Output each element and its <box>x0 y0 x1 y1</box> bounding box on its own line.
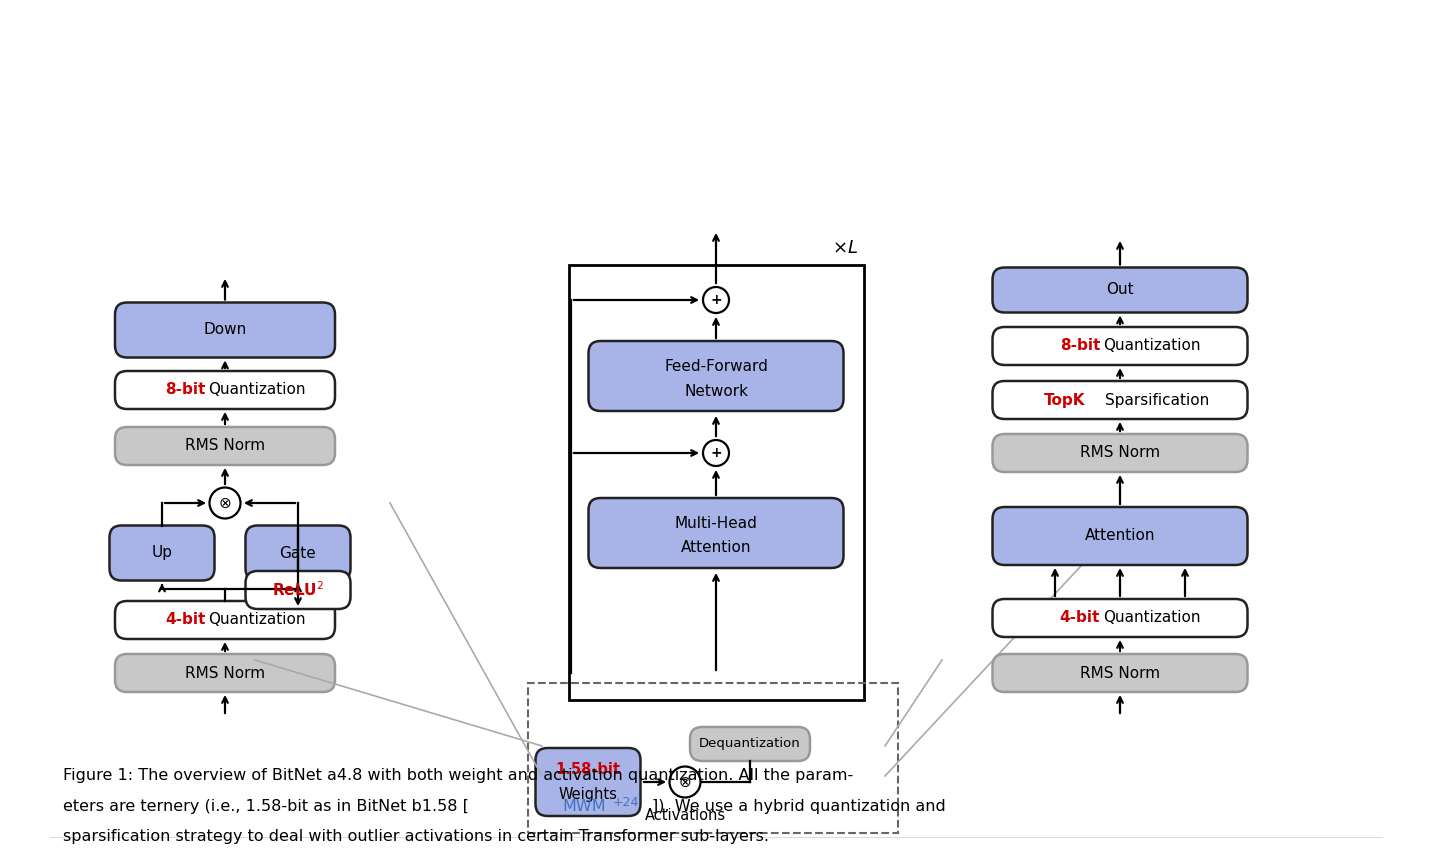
Bar <box>569 265 863 700</box>
FancyBboxPatch shape <box>109 525 215 581</box>
Text: ⊗: ⊗ <box>679 774 692 790</box>
Text: +24: +24 <box>613 796 639 809</box>
FancyBboxPatch shape <box>115 371 335 409</box>
Text: ]). We use a hybrid quantization and: ]). We use a hybrid quantization and <box>652 799 945 813</box>
FancyBboxPatch shape <box>992 507 1247 565</box>
Text: Sparsification: Sparsification <box>1106 392 1209 407</box>
Text: RMS Norm: RMS Norm <box>1080 666 1160 681</box>
Text: Attention: Attention <box>680 541 752 556</box>
FancyBboxPatch shape <box>115 601 335 639</box>
Text: Quantization: Quantization <box>1103 610 1201 626</box>
Text: Quantization: Quantization <box>1103 339 1201 353</box>
Text: 8-bit: 8-bit <box>1060 339 1100 353</box>
Text: eters are ternery (i.e., 1.58-bit as in BitNet b1.58 [: eters are ternery (i.e., 1.58-bit as in … <box>63 799 468 813</box>
Circle shape <box>209 488 241 518</box>
Text: Multi-Head: Multi-Head <box>674 516 758 530</box>
FancyBboxPatch shape <box>992 267 1247 312</box>
FancyBboxPatch shape <box>992 654 1247 692</box>
Text: +: + <box>710 446 722 460</box>
Text: Attention: Attention <box>1085 529 1156 543</box>
Text: 1.58-bit: 1.58-bit <box>556 762 620 778</box>
Bar <box>528 683 898 833</box>
Text: Quantization: Quantization <box>208 613 306 628</box>
Text: Feed-Forward: Feed-Forward <box>664 358 768 373</box>
Text: Down: Down <box>203 323 246 338</box>
Text: Weights: Weights <box>558 787 617 803</box>
FancyBboxPatch shape <box>690 727 811 761</box>
FancyBboxPatch shape <box>115 427 335 465</box>
Circle shape <box>703 287 729 313</box>
Text: +: + <box>710 293 722 307</box>
Text: Activations: Activations <box>644 808 726 824</box>
Text: sparsification strategy to deal with outlier activations in certain Transformer : sparsification strategy to deal with out… <box>63 829 769 844</box>
FancyBboxPatch shape <box>992 434 1247 472</box>
Text: 4-bit: 4-bit <box>165 613 205 628</box>
FancyBboxPatch shape <box>992 599 1247 637</box>
FancyBboxPatch shape <box>589 341 843 411</box>
FancyBboxPatch shape <box>245 525 351 581</box>
Text: Up: Up <box>152 545 172 561</box>
Text: RMS Norm: RMS Norm <box>185 438 265 453</box>
Text: TopK: TopK <box>1044 392 1085 407</box>
FancyBboxPatch shape <box>245 571 351 609</box>
Text: ReLU$^2$: ReLU$^2$ <box>272 581 324 599</box>
Text: RMS Norm: RMS Norm <box>185 666 265 681</box>
Text: ⊗: ⊗ <box>219 496 232 510</box>
Text: $\times L$: $\times L$ <box>832 239 859 257</box>
Text: Network: Network <box>684 384 748 398</box>
Text: MWM: MWM <box>563 799 606 813</box>
FancyBboxPatch shape <box>589 498 843 568</box>
Text: 4-bit: 4-bit <box>1060 610 1100 626</box>
Text: 8-bit: 8-bit <box>165 383 205 398</box>
Text: Out: Out <box>1106 282 1134 298</box>
FancyBboxPatch shape <box>115 654 335 692</box>
Text: Dequantization: Dequantization <box>699 738 800 751</box>
Circle shape <box>703 440 729 466</box>
Circle shape <box>670 766 700 798</box>
Text: Gate: Gate <box>279 545 316 561</box>
Text: RMS Norm: RMS Norm <box>1080 445 1160 461</box>
FancyBboxPatch shape <box>992 327 1247 365</box>
FancyBboxPatch shape <box>115 303 335 358</box>
Text: Figure 1: The overview of BitNet a4.8 with both weight and activation quantizati: Figure 1: The overview of BitNet a4.8 wi… <box>63 768 853 783</box>
FancyBboxPatch shape <box>536 748 640 816</box>
FancyBboxPatch shape <box>992 381 1247 419</box>
Text: Quantization: Quantization <box>208 383 306 398</box>
